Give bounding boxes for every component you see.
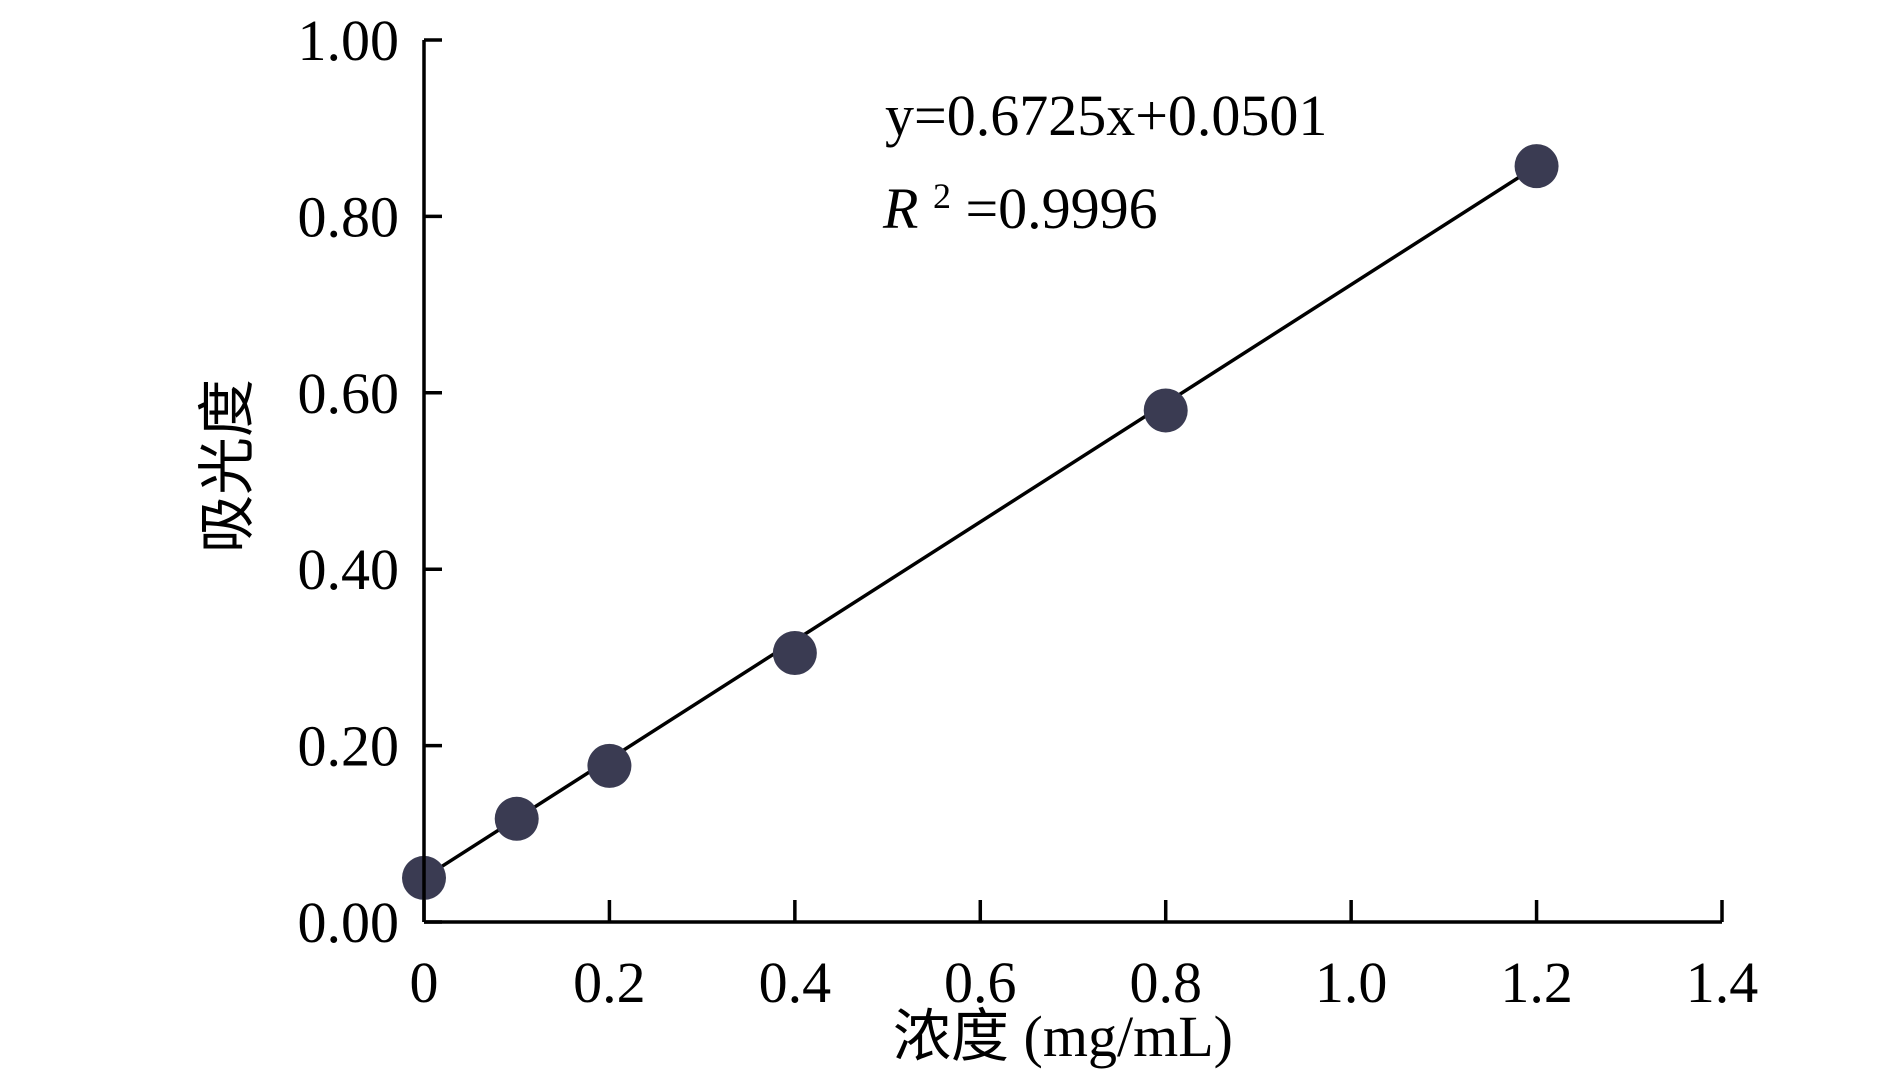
axes — [422, 40, 1722, 924]
y-tick-label: 0.00 — [298, 890, 400, 955]
r-squared-exponent: 2 — [933, 176, 951, 216]
x-tick-label: 0.4 — [759, 950, 832, 1015]
y-axis-title: 吸光度 — [195, 379, 260, 553]
data-point — [1514, 144, 1559, 189]
x-tick-label: 1.4 — [1686, 950, 1759, 1015]
r-squared-symbol: R — [882, 176, 918, 241]
x-tick-label: 0.6 — [944, 950, 1017, 1015]
r-squared-value: =0.9996 — [965, 176, 1157, 241]
x-tick-label: 0.8 — [1129, 950, 1202, 1015]
axis-ticks: 0 0.2 0.4 0.6 0.8 1.0 1.2 1.4 0.00 0.20 0.40 0.60 0.… — [298, 8, 1759, 1015]
y-tick-label: 0.40 — [298, 537, 400, 602]
regression-equation: y=0.6725x+0.0501 — [885, 83, 1327, 148]
r-squared-annotation: R 2 =0.9996 — [882, 156, 1158, 241]
data-points — [402, 144, 1559, 900]
x-axis-title: 浓度 (mg/mL) — [893, 1004, 1233, 1069]
x-tick-label: 1.2 — [1500, 950, 1573, 1015]
x-tick-label: 1.0 — [1315, 950, 1388, 1015]
data-point — [772, 630, 817, 675]
y-tick-label: 0.20 — [298, 714, 400, 779]
x-tick-label: 0 — [410, 950, 439, 1015]
plot-area: 0 0.2 0.4 0.6 0.8 1.0 1.2 1.4 0.00 0.20 0.40 0.60 0.… — [298, 8, 1759, 1015]
x-tick-label: 0.2 — [573, 950, 646, 1015]
y-tick-label: 1.00 — [298, 8, 400, 73]
data-point — [1143, 388, 1188, 433]
data-point — [587, 743, 632, 788]
y-tick-label: 0.80 — [298, 184, 400, 249]
y-tick-label: 0.60 — [298, 361, 400, 426]
data-point — [494, 796, 539, 841]
